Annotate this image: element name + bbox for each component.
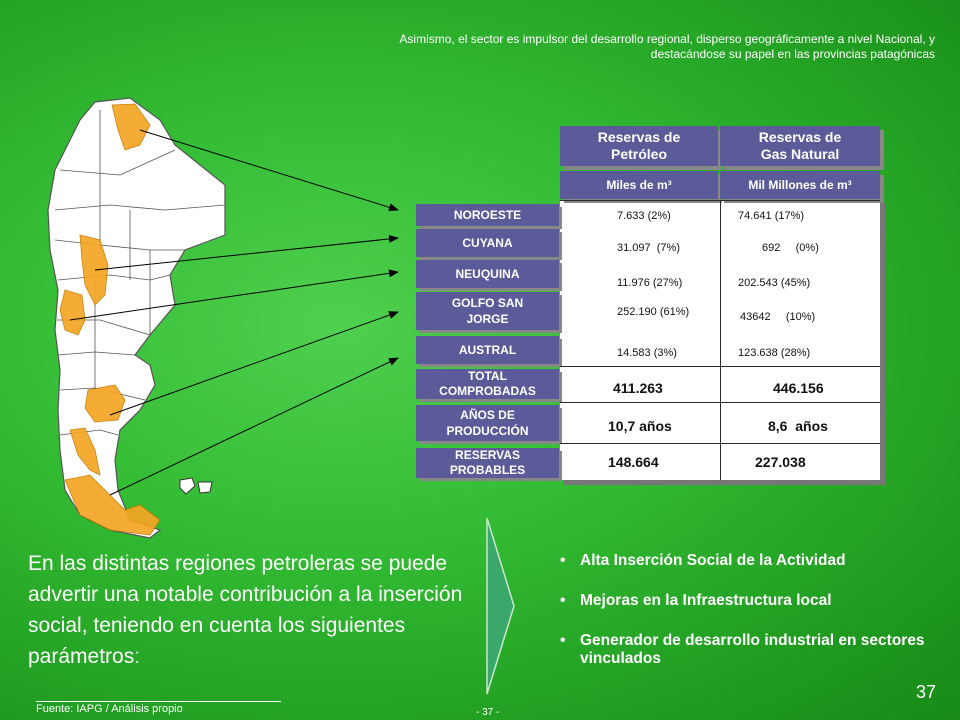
cell-oil-total: 411.263 [613,380,663,396]
paragraph-text: En las distintas regiones petroleras se … [28,552,463,668]
top-note-line-2: destacándose su papel en las provincias … [650,47,935,61]
region-total-line-1: TOTAL [468,369,507,383]
table-row-divider [560,366,880,367]
cell-gas-golfo-san-jorge: 43642 (10%) [740,311,816,323]
region-golfo-san-jorge: GOLFO SAN JORGE [416,292,559,330]
cell-gas-austral: 123.638 (28%) [738,347,811,359]
region-reservas-probables: RESERVAS PROBABLES [416,448,559,478]
cell-gas-total: 446.156 [773,380,824,396]
header-gas-reserves: Reservas de Gas Natural [720,126,880,166]
region-probables-line-2: PROBABLES [449,463,526,477]
region-anos-line-2: PRODUCCIÓN [446,424,529,438]
table-row-divider [560,200,880,201]
region-anos-produccion: AÑOS DE PRODUCCIÓN [416,405,559,441]
bullet-dot: • [560,552,566,569]
bullet-dot: • [560,632,566,649]
cell-oil-austral: 14.583 (3%) [617,347,677,359]
bullet-text: Mejoras en la Infraestructura local [580,592,832,609]
bullet-text: Alta Inserción Social de la Actividad [580,552,846,569]
cell-oil-probables: 148.664 [608,454,659,470]
bullet-dot: • [560,592,566,609]
region-noroeste: NOROESTE [416,204,559,226]
unit-gas: Mil Millones de m³ [720,171,880,199]
chevron-arrow-icon [486,517,515,695]
region-probables-line-1: RESERVAS [455,448,520,462]
country-outline [47,97,226,539]
cell-gas-noroeste: 74.641 (17%) [738,210,805,222]
bullet-list: • Alta Inserción Social de la Actividad … [560,552,940,690]
cell-oil-anos: 10,7 años [608,418,672,434]
main-paragraph: En las distintas regiones petroleras se … [28,548,468,672]
source-note: Fuente: IAPG / Análisis propio [36,703,183,715]
region-arrows [69,129,399,496]
cell-gas-cuyana: 692 (0%) [762,242,819,254]
bullet-item: • Alta Inserción Social de la Actividad [560,552,940,570]
cell-oil-noroeste: 7.633 (2%) [617,210,671,222]
bullet-text: Generador de desarrollo industrial en se… [580,632,925,667]
argentina-map [47,97,399,539]
region-cuyana: CUYANA [416,229,559,257]
bullet-item: • Generador de desarrollo industrial en … [560,632,940,668]
page-number: 37 [915,682,936,702]
source-divider [36,701,281,702]
cell-oil-cuyana: 31.097 (7%) [617,242,680,254]
cell-oil-golfo-san-jorge: 252.190 (61%) [617,306,690,318]
header-gas-line-1: Reservas de [758,129,842,145]
footer-page-number: - 37 - [476,707,500,718]
header-oil-line-2: Petróleo [610,146,667,162]
table-column-divider [720,200,721,480]
header-oil-reserves: Reservas de Petróleo [560,126,718,166]
paragraph-colon: : [134,645,141,668]
region-neuquina: NEUQUINA [416,260,559,288]
oil-regions [59,103,161,536]
region-golfo-line-1: GOLFO SAN [451,296,524,310]
region-golfo-line-2: JORGE [466,312,509,326]
region-austral: AUSTRAL [416,336,559,364]
header-oil-line-1: Reservas de [597,129,681,145]
top-note-line-1: Asimismo, el sector es impulsor del desa… [399,32,935,46]
cell-oil-neuquina: 11.976 (27%) [617,277,683,289]
region-total-comprobadas: TOTAL COMPROBADAS [416,369,559,399]
cell-gas-neuquina: 202.543 (45%) [738,277,811,289]
malvinas-islands [179,477,213,495]
header-gas-line-2: Gas Natural [760,146,840,162]
region-anos-line-1: AÑOS DE [460,408,515,422]
region-total-line-2: COMPROBADAS [439,384,536,398]
bullet-item: • Mejoras en la Infraestructura local [560,592,940,610]
table-row-divider [560,402,880,403]
cell-gas-anos: 8,6 años [768,418,828,434]
table-row-divider [560,443,880,444]
cell-gas-probables: 227.038 [755,454,806,470]
unit-oil: Miles de m³ [560,171,718,199]
top-note: Asimismo, el sector es impulsor del desa… [295,32,935,62]
